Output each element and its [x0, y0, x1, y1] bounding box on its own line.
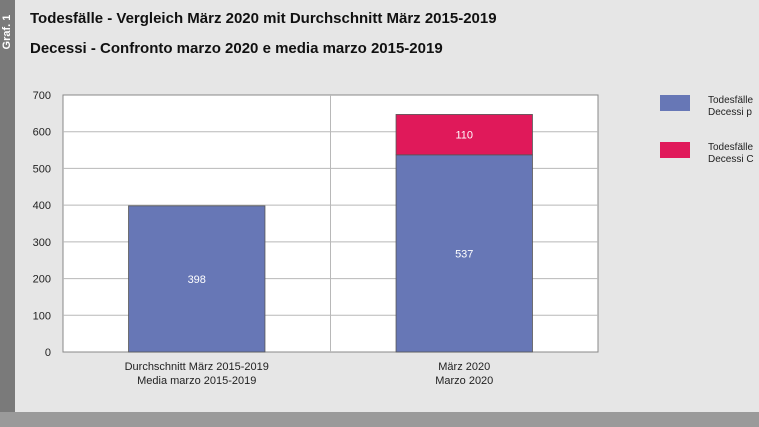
x-category-label-1-line-1: Marzo 2020	[435, 375, 493, 387]
legend-swatch-blue	[660, 95, 690, 111]
y-tick-label-300: 300	[33, 237, 51, 249]
data-label-0-series-0: 398	[188, 274, 206, 286]
y-tick-label-500: 500	[33, 163, 51, 175]
x-category-label-1-line-0: März 2020	[438, 361, 490, 373]
y-tick-label-100: 100	[33, 310, 51, 322]
legend-label-red-line1: Todesfälle	[708, 142, 754, 153]
y-tick-label-700: 700	[33, 90, 51, 102]
chart-title-german: Todesfälle - Vergleich März 2020 mit Dur…	[30, 10, 497, 27]
x-category-label-0-line-0: Durchschnitt März 2015-2019	[125, 361, 269, 373]
x-category-label-0-line-1: Media marzo 2015-2019	[137, 375, 256, 387]
legend-label-blue-line1: Todesfälle	[708, 95, 754, 106]
y-tick-label-600: 600	[33, 127, 51, 139]
y-tick-label-200: 200	[33, 274, 51, 286]
data-label-1-series-0: 537	[455, 248, 473, 260]
y-tick-label-0: 0	[45, 347, 51, 359]
legend-label-red: Todesfälle Decessi C	[708, 142, 754, 166]
bar-0-series-0	[128, 205, 266, 353]
chart-title-italian: Decessi - Confronto marzo 2020 e media m…	[30, 40, 443, 57]
bar-1-series-1	[395, 114, 533, 156]
bottom-band	[0, 412, 759, 427]
legend-swatch-red	[660, 142, 690, 158]
y-tick-label-400: 400	[33, 200, 51, 212]
legend-label-red-line2: Decessi C	[708, 154, 754, 165]
data-label-1-series-1: 110	[455, 130, 473, 142]
side-strip: Graf. 1	[0, 0, 15, 412]
legend-label-blue-line2: Decessi p	[708, 107, 752, 118]
legend-label-blue: Todesfälle Decessi p	[708, 95, 753, 119]
